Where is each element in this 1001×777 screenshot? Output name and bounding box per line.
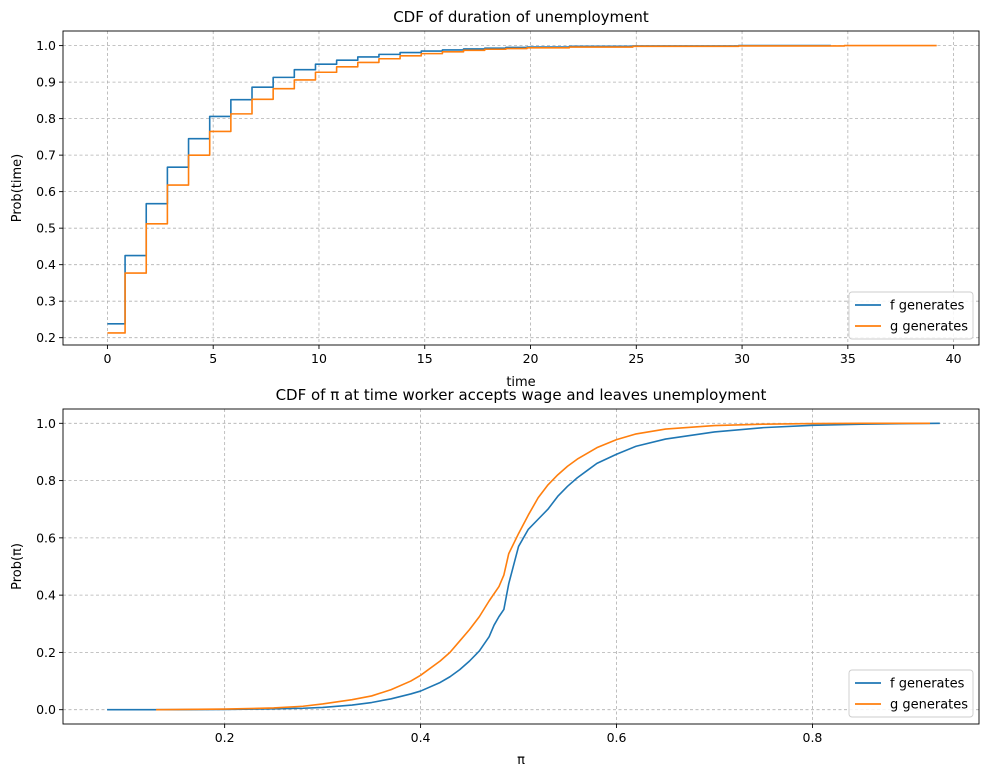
chart-unemployment-duration: 0 5 10 15 20 25 30 35 40 0.2 0.3 0.4 0.5 0.6 0.7 0.8 0.9… — [10, 8, 980, 390]
y-tick-label: 0.9 — [36, 75, 56, 90]
legend-entry: f generates — [890, 299, 965, 314]
x-axis-label: π — [517, 753, 525, 768]
series-line-f — [107, 422, 940, 711]
x-tick-label: 15 — [417, 351, 433, 366]
x-tick-label: 0 — [103, 351, 111, 366]
legend: f generates g generates — [848, 291, 974, 340]
x-tick-label: 0.8 — [803, 730, 823, 745]
x-tick-label: 30 — [734, 351, 750, 366]
x-tick-label: 0.6 — [607, 730, 627, 745]
y-tick-label: 0.6 — [36, 184, 56, 199]
y-tick-label: 0.8 — [36, 111, 56, 126]
x-tick-label: 10 — [311, 351, 327, 366]
series-line-g — [107, 44, 937, 334]
legend-box — [848, 669, 974, 718]
y-tick-label: 0.3 — [36, 294, 56, 309]
y-tick-label: 0.0 — [36, 702, 56, 717]
y-axis-label: Prob(π) — [10, 543, 25, 590]
y-tick-label: 0.7 — [36, 148, 56, 163]
series-line-f — [107, 44, 831, 325]
plot-frame — [62, 408, 980, 725]
chart-pi-at-acceptance: 0.2 0.4 0.6 0.8 0.0 0.2 0.4 0.6 0.8 1.0 CDF of π a… — [10, 386, 980, 768]
y-tick-label: 0.2 — [36, 330, 56, 345]
series-line-g — [156, 422, 931, 711]
x-tick-label: 0.2 — [215, 730, 235, 745]
y-tick-label: 1.0 — [36, 38, 56, 53]
y-tick-label: 0.6 — [36, 530, 56, 545]
legend-box — [848, 291, 974, 340]
y-tick-label: 0.4 — [36, 257, 56, 272]
legend-entry: g generates — [890, 698, 968, 713]
x-axis-label: time — [506, 375, 535, 390]
y-tick-label: 0.5 — [36, 221, 56, 236]
x-tick-label: 35 — [840, 351, 856, 366]
x-tick-label: 25 — [628, 351, 644, 366]
y-tick-label: 0.8 — [36, 473, 56, 488]
x-tick-label: 0.4 — [411, 730, 431, 745]
legend-entry: g generates — [890, 320, 968, 335]
chart-title: CDF of π at time worker accepts wage and… — [276, 386, 767, 404]
y-tick-label: 1.0 — [36, 416, 56, 431]
legend-entry: f generates — [890, 677, 965, 692]
x-tick-label: 5 — [209, 351, 217, 366]
plot-frame — [62, 30, 980, 346]
y-axis-label: Prob(time) — [10, 154, 25, 222]
legend: f generates g generates — [848, 669, 974, 718]
x-tick-label: 40 — [946, 351, 962, 366]
y-tick-label: 0.2 — [36, 645, 56, 660]
y-tick-label: 0.4 — [36, 588, 56, 603]
x-tick-label: 20 — [523, 351, 539, 366]
chart-title: CDF of duration of unemployment — [393, 8, 649, 26]
